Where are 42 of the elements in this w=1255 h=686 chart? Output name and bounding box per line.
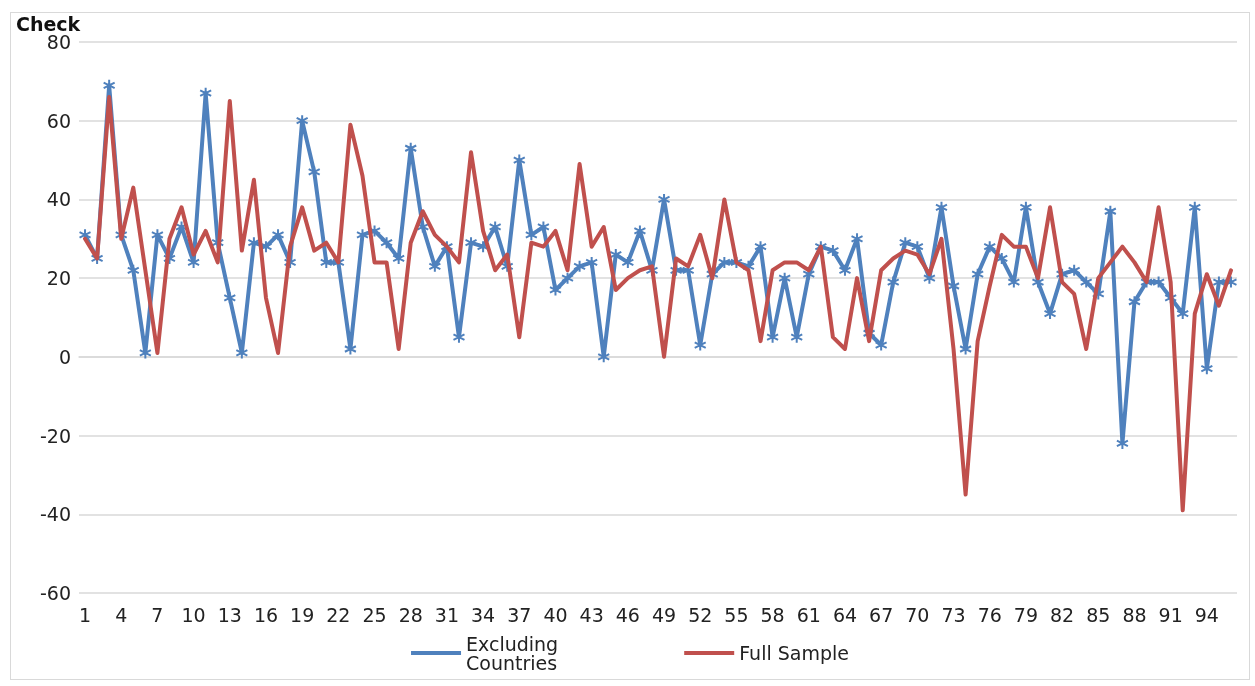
x-tick-label: 7 <box>151 603 164 626</box>
x-tick-label: 10 <box>181 603 206 626</box>
line-series <box>83 95 1233 513</box>
x-tick-label: 61 <box>796 603 821 626</box>
x-tick-label: 16 <box>253 603 279 626</box>
x-tick-label: 70 <box>905 603 930 626</box>
x-tick-label: 46 <box>615 603 640 626</box>
y-tick-label: -60 <box>39 582 71 604</box>
x-tick-label: 34 <box>471 603 496 626</box>
x-tick-label: 1 <box>78 603 92 626</box>
x-tick-label: 82 <box>1050 603 1075 626</box>
x-tick-label: 79 <box>1013 603 1038 626</box>
x-tick-label: 43 <box>579 603 604 626</box>
x-tick-label: 55 <box>724 603 749 626</box>
x-tick-label: 13 <box>217 603 242 626</box>
x-tick-label: 4 <box>115 603 128 626</box>
y-tick-label: 20 <box>46 267 71 290</box>
legend-label: Excluding Countries <box>466 632 565 674</box>
x-tick-label: 40 <box>543 603 568 626</box>
x-tick-label: 94 <box>1194 603 1219 626</box>
x-tick-label: 76 <box>977 603 1002 626</box>
x-tick-label: 19 <box>290 603 315 626</box>
y-tick-label: 40 <box>46 188 71 211</box>
y-tick-label: 60 <box>46 109 71 132</box>
x-tick-label: 85 <box>1086 603 1111 626</box>
x-tick-label: 52 <box>688 603 713 626</box>
x-tick-label: 88 <box>1122 603 1147 626</box>
x-tick-label: 25 <box>362 603 387 626</box>
x-tick-label: 49 <box>651 603 677 626</box>
x-tick-label: 37 <box>507 603 532 626</box>
x-tick-label: 64 <box>832 603 858 626</box>
x-tick-label: 91 <box>1158 603 1183 626</box>
y-tick-label: -20 <box>39 424 71 447</box>
y-tick-label: -40 <box>39 503 71 526</box>
x-tick-label: 73 <box>941 603 966 626</box>
y-tick-label: 0 <box>58 345 71 368</box>
legend-label: Full Sample <box>739 642 849 664</box>
x-tick-label: 28 <box>398 603 423 626</box>
x-tick-label: 67 <box>869 603 894 626</box>
x-tick-label: 58 <box>760 603 785 626</box>
x-tick-label: 31 <box>434 603 459 626</box>
x-tick-label: 22 <box>326 603 351 626</box>
